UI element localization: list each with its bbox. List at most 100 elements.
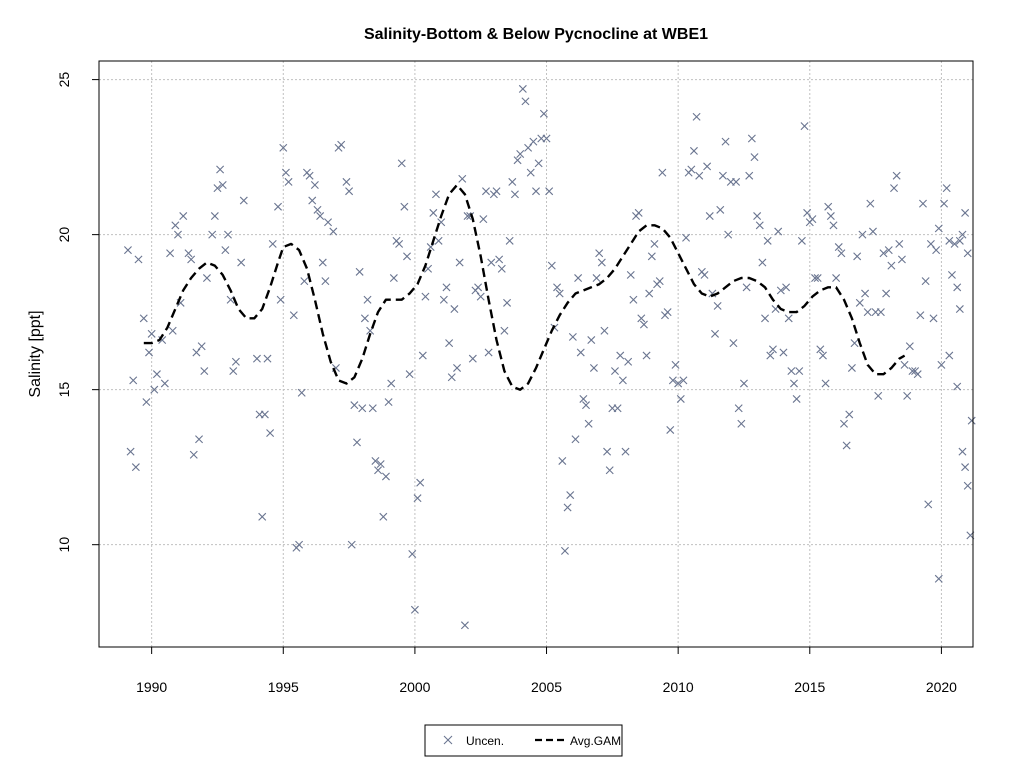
data-point [895, 239, 904, 248]
data-point [460, 621, 469, 630]
data-point-stroke [787, 367, 796, 376]
data-point [674, 379, 683, 388]
data-point-stroke [429, 208, 438, 217]
data-point [308, 196, 317, 205]
data-point-stroke [600, 326, 609, 335]
data-point-stroke [818, 351, 827, 360]
data-point-stroke [179, 212, 188, 221]
data-point-stroke [352, 438, 361, 447]
data-point [926, 239, 935, 248]
data-point-stroke [542, 134, 551, 143]
data-point-stroke [637, 314, 646, 323]
data-point-stroke [963, 249, 972, 258]
data-point [352, 438, 361, 447]
data-point [442, 283, 451, 292]
data-point [258, 512, 267, 521]
data-point [900, 360, 909, 369]
data-point [439, 295, 448, 304]
data-point [737, 419, 746, 428]
data-point [892, 171, 901, 180]
data-point-stroke [645, 289, 654, 298]
data-point-stroke [555, 289, 564, 298]
data-point-stroke [840, 419, 848, 428]
data-point-stroke [695, 171, 704, 180]
data-point [774, 227, 783, 236]
data-point-stroke [521, 97, 530, 106]
data-point [750, 153, 759, 162]
data-point [487, 258, 496, 267]
data-point [711, 329, 720, 338]
data-point-stroke [160, 379, 169, 388]
data-point-stroke [350, 401, 359, 410]
data-point-stroke [582, 401, 591, 410]
data-point-stroke [213, 184, 222, 193]
data-point [476, 292, 485, 301]
data-point [663, 308, 672, 317]
data-point-stroke [187, 255, 196, 264]
data-point [868, 227, 877, 236]
data-point [682, 233, 691, 242]
data-point [189, 450, 198, 459]
gam-line [143, 183, 906, 391]
data-point-stroke [782, 283, 791, 292]
data-point [239, 196, 248, 205]
data-point-stroke [750, 153, 759, 162]
data-point-stroke [576, 348, 585, 357]
data-point-stroke [189, 450, 198, 459]
data-point-stroke [763, 236, 772, 245]
data-point-stroke [732, 177, 741, 186]
data-point-stroke [587, 336, 596, 345]
data-point [721, 137, 730, 146]
data-point [863, 308, 872, 317]
data-point [918, 199, 927, 208]
data-point-stroke [879, 249, 888, 258]
x-axis: 1990 1995 2000 2005 2010 2015 2020 [136, 647, 957, 695]
data-point [252, 354, 261, 363]
data-point [776, 286, 785, 295]
data-point-stroke [700, 270, 709, 279]
data-point [879, 249, 888, 258]
data-point-stroke [421, 292, 430, 301]
data-point-stroke [905, 342, 914, 351]
data-point [403, 252, 411, 261]
data-point-stroke [595, 249, 604, 258]
data-point [595, 249, 604, 258]
chart-title: Salinity-Bottom & Below Pycnocline at WB… [364, 26, 708, 43]
data-point-stroke [381, 472, 390, 481]
x-tick-label: 2015 [794, 679, 825, 695]
data-point-stroke [639, 320, 648, 329]
data-point [216, 165, 225, 174]
data-point-stroke [945, 236, 954, 245]
data-point-stroke [797, 236, 806, 245]
data-point-stroke [634, 208, 643, 217]
data-point-stroke [371, 456, 380, 465]
data-point [842, 441, 851, 450]
data-point [184, 249, 193, 258]
data-point [542, 134, 551, 143]
data-point-stroke [774, 227, 783, 236]
data-point [563, 503, 572, 512]
data-point-stroke [571, 435, 580, 444]
data-point-stroke [895, 239, 904, 248]
data-point [503, 298, 512, 307]
data-point-stroke [487, 258, 496, 267]
data-point [455, 258, 464, 267]
data-point-stroke [900, 360, 909, 369]
data-point [934, 224, 943, 233]
data-point-stroke [166, 249, 175, 258]
data-point-stroke [755, 221, 764, 230]
y-tick-label: 15 [56, 382, 72, 398]
data-point [458, 174, 467, 183]
data-point-stroke [563, 503, 572, 512]
data-point-stroke [518, 84, 527, 93]
data-point-stroke [811, 274, 820, 283]
data-point-stroke [626, 270, 635, 279]
data-point-stroke [455, 258, 464, 267]
data-point-stroke [129, 376, 138, 385]
data-point-stroke [734, 404, 743, 413]
data-point-stroke [529, 137, 538, 146]
data-point [218, 181, 227, 190]
data-point [179, 212, 188, 221]
data-point-stroke [547, 261, 556, 270]
data-point [584, 419, 593, 428]
